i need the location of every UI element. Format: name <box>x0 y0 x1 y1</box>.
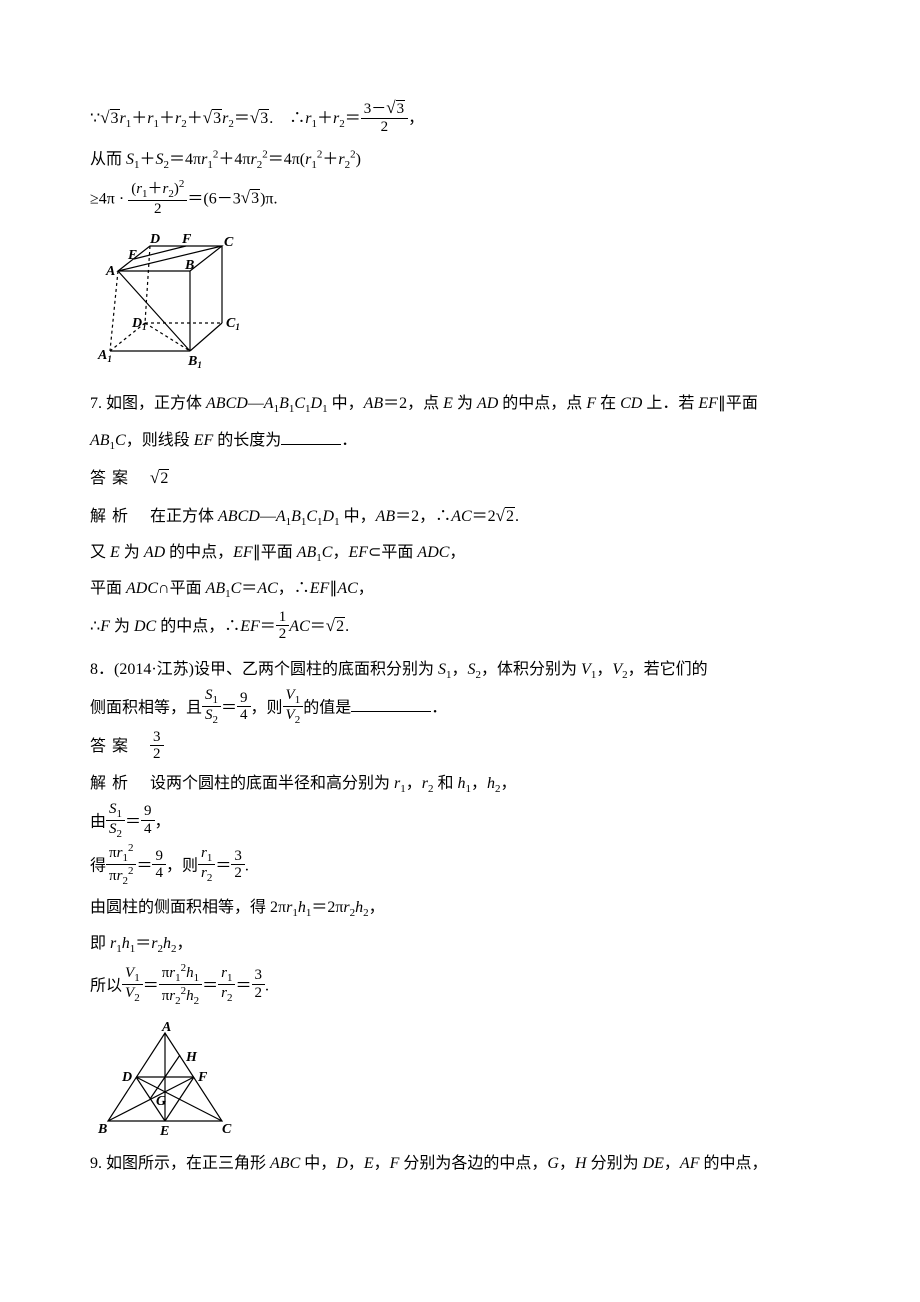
triangle-figure: A H D F G B E C <box>90 1021 240 1141</box>
q7-title-2: AB1C，则线段 EF 的长度为． <box>90 424 830 458</box>
svg-text:G: G <box>156 1094 166 1109</box>
svg-text:A: A <box>105 264 115 279</box>
q9-title: 9. 如图所示，在正三角形 ABC 中，D，E，F 分别为各边的中点，G，H 分… <box>90 1147 830 1181</box>
svg-text:D: D <box>149 232 160 247</box>
svg-text:E: E <box>127 248 137 263</box>
deriv-line2: 从而 S1＋S2＝4πr12＋4πr22＝4π(r12＋r22) <box>90 143 830 177</box>
q8-sol-1: 解析 设两个圆柱的底面半径和高分别为 r1，r2 和 h1，h2， <box>90 767 830 801</box>
q8-sol-3: 得πr12πr22＝94，则r1r2＝32. <box>90 844 830 889</box>
q8-sol-5: 即 r1h1＝r2h2， <box>90 927 830 961</box>
q8-title-2: 侧面积相等，且S1S2＝94，则V1V2的值是． <box>90 689 830 728</box>
q7-answer: 答案 2 <box>90 460 830 496</box>
svg-text:B: B <box>97 1122 107 1137</box>
svg-text:A: A <box>161 1021 171 1035</box>
q8-sol-2: 由S1S2＝94， <box>90 803 830 842</box>
svg-text:E: E <box>159 1124 169 1139</box>
q8-title-1: 8．(2014·江苏)设甲、乙两个圆柱的底面积分别为 S1，S2，体积分别为 V… <box>90 653 830 687</box>
q7-title-1: 7. 如图，正方体 ABCD—A1B1C1D1 中，AB＝2，点 E 为 AD … <box>90 387 830 421</box>
deriv-line1: ∵3r1＋r1＋r2＋3r2＝3. ∴r1＋r2＝3－32， <box>90 100 830 137</box>
svg-text:F: F <box>197 1070 208 1085</box>
q7-sol-4: ∴F 为 DC 的中点，∴EF＝12AC＝2. <box>90 608 830 644</box>
svg-text:C: C <box>224 235 234 250</box>
q7-sol-1: 解析 在正方体 ABCD—A1B1C1D1 中，AB＝2，∴AC＝22. <box>90 498 830 534</box>
svg-text:B: B <box>184 258 194 273</box>
svg-text:D1: D1 <box>131 316 147 332</box>
svg-text:H: H <box>185 1050 198 1065</box>
svg-text:C: C <box>222 1122 232 1137</box>
svg-text:B1: B1 <box>187 354 202 370</box>
cube-figure: DFC E AB D1 C1 A1 B1 <box>90 231 250 381</box>
svg-text:D: D <box>121 1070 132 1085</box>
q8-sol-6: 所以V1V2＝πr12h1πr22h2＝r1r2＝32. <box>90 964 830 1009</box>
deriv-line3: ≥4π · (r1＋r2)22＝(6－33)π. <box>90 180 830 220</box>
q8-sol-4: 由圆柱的侧面积相等，得 2πr1h1＝2πr2h2， <box>90 891 830 925</box>
svg-text:F: F <box>181 232 192 247</box>
q8-answer: 答案 32 <box>90 730 830 764</box>
svg-text:C1: C1 <box>226 316 240 332</box>
q7-sol-3: 平面 ADC∩平面 AB1C＝AC，∴EF∥AC， <box>90 572 830 606</box>
q7-sol-2: 又 E 为 AD 的中点，EF∥平面 AB1C，EF⊂平面 ADC， <box>90 536 830 570</box>
